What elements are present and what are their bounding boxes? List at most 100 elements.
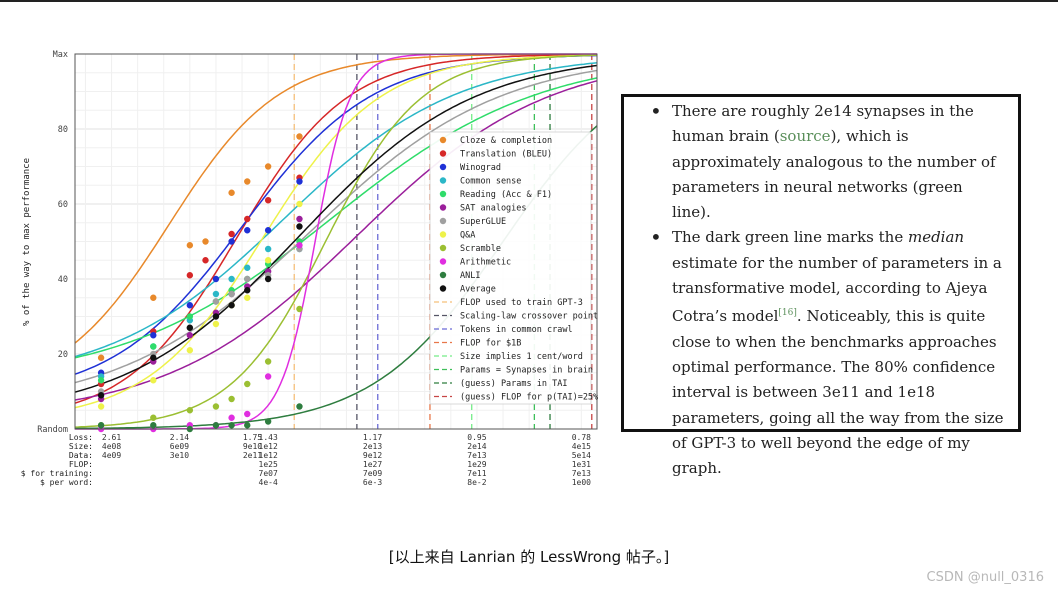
y-axis: Random 20 40 60 80 Max [37,50,68,435]
table-cell: 9e10 [243,442,262,451]
data-point [296,215,303,223]
y-axis-label: % of the way to max performance [22,158,32,326]
data-point [244,287,251,294]
legend-marker [439,285,447,292]
table-cell: 7e11 [467,469,486,478]
table-cell: 1.75 [243,433,262,442]
data-point [264,358,272,365]
explanation-box: There are roughly 2e14 synapses in the h… [621,94,1021,477]
source-link[interactable]: source [779,127,831,146]
data-point [264,163,272,170]
data-point [244,410,251,418]
data-point [264,245,272,253]
legend-marker [439,231,447,238]
table-cell: 4e09 [102,451,121,460]
data-point [150,354,157,361]
table-cell: 1.17 [363,433,382,442]
legend-label: Tokens in common crawl [460,325,573,335]
table-cell: 1e12 [259,451,278,460]
data-point [150,332,157,339]
data-point [150,422,157,429]
top-border [0,0,1058,2]
table-cell: 0.78 [572,433,591,442]
table-cell: 1e29 [467,460,486,469]
table-cell: 3e10 [170,451,189,460]
legend-label: FLOP for $1B [460,339,521,349]
table-cell: 2.14 [170,433,189,442]
legend-marker [439,177,447,184]
legend-marker [439,244,447,252]
data-point [212,275,220,283]
table-cell: 1e12 [259,442,278,451]
data-point [244,380,251,388]
data-point [212,313,220,320]
data-point [212,403,220,410]
fit-curve [74,53,598,404]
data-point [186,242,194,249]
legend-marker [439,271,447,279]
legend-marker [439,258,447,265]
table-row-label: $ per word: [40,478,93,487]
table-cell: 9e12 [363,451,382,460]
data-point [244,294,251,301]
data-point [264,227,272,234]
footnote-link[interactable]: [16] [778,308,797,319]
legend-label: Arithmetic [460,258,511,268]
data-point [97,403,105,410]
data-point [228,395,235,403]
fit-curve [74,77,598,359]
data-point [228,414,235,421]
table-cell: 1e31 [572,460,591,469]
legend-label: Q&A [460,231,475,241]
legend-label: (guess) Params in TAI [460,379,567,389]
y-tick-label: 40 [58,275,68,285]
legend-label: FLOP used to train GPT-3 [460,298,583,308]
data-point [228,230,235,238]
data-point [186,407,194,414]
table-row-label: FLOP: [69,460,93,469]
y-tick-label: Max [53,50,68,60]
data-point [244,178,251,185]
table-cell: 1e27 [363,460,382,469]
legend-label: SAT analogies [460,204,527,214]
table-cell: 7e13 [572,469,591,478]
legend: Cloze & completion Translation (BLEU) Wino… [429,131,598,405]
data-point [264,257,272,264]
data-point [186,313,194,320]
data-point [97,354,105,361]
legend-marker [439,190,447,198]
data-point [264,275,272,283]
legend-label: Reading (Acc & F1) [460,190,552,200]
caption: [以上来自 Lanrian 的 LessWrong 帖子。] [388,548,670,566]
table-cell: 6e09 [170,442,189,451]
data-point [296,133,303,140]
data-point [97,392,105,399]
table-cell: 5e14 [572,451,591,460]
plot-frame [74,53,598,430]
data-point [244,227,251,234]
legend-label: SuperGLUE [460,217,506,227]
data-point [228,302,235,309]
fit-curve [74,62,598,358]
fit-curve [74,64,598,393]
legend-label: Common sense [460,177,521,187]
legend-label: (guess) FLOP for p(TAI)=25% [460,393,598,403]
data-point [202,238,209,245]
data-point [202,257,209,264]
data-point [228,422,235,429]
legend-label: Winograd [460,163,501,173]
data-point [244,215,251,223]
table-cell: 2e14 [467,442,486,451]
data-point [296,242,303,249]
data-point [212,320,220,328]
data-point [186,324,194,331]
table-cell: 1e25 [259,460,278,469]
legend-label: Params = Synapses in brain [460,366,593,376]
watermark: CSDN @null_0316 [926,570,1044,585]
data-point [296,305,303,313]
table-cell: 0.95 [467,433,486,442]
data-point [296,200,303,208]
data-point [97,377,105,384]
data-point [228,290,235,298]
legend-label: ANLI [460,271,480,281]
